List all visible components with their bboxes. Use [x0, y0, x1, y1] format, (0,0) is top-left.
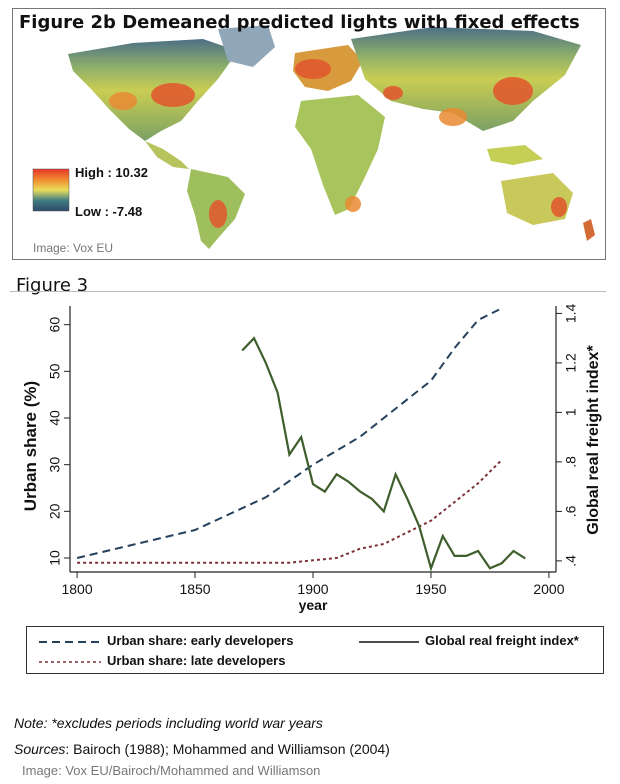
- world-map-image: [32, 25, 595, 249]
- left-axis-label: Urban share (%): [21, 381, 40, 511]
- y2-tick-label: 1: [563, 408, 579, 416]
- new-zealand-landmass: [583, 219, 595, 241]
- central-america-landmass: [145, 141, 189, 169]
- y-tick-label: 40: [47, 410, 63, 426]
- y-tick-label: 60: [47, 317, 63, 333]
- x-tick-label: 1950: [415, 581, 446, 597]
- north-america-landmass: [68, 39, 238, 141]
- series-line-freight-index: [241, 336, 526, 572]
- chart-legend: Urban share: early developers Global rea…: [26, 626, 604, 674]
- plot-frame: [69, 306, 557, 573]
- map-legend-high-label: High : 10.32: [75, 165, 148, 180]
- left-axis-ticks: 10 20 30 40 50 60: [47, 317, 70, 566]
- map-legend-colorbar: [32, 168, 70, 212]
- series-line-early-developers: [76, 307, 503, 559]
- legend-label-late-developers: Urban share: late developers: [107, 653, 286, 668]
- legend-item-freight-index: Global real freight index*: [359, 633, 579, 648]
- right-axis-label: Global real freight index*: [585, 345, 602, 535]
- x-tick-label: 2000: [533, 581, 564, 597]
- y2-tick-label: .6: [563, 505, 579, 517]
- legend-swatch-late-developers: [39, 660, 101, 663]
- high-value-hotspots: [109, 59, 567, 228]
- legend-label-early-developers: Urban share: early developers: [107, 633, 294, 648]
- x-axis-label: year: [299, 597, 328, 613]
- asia-landmass: [351, 27, 581, 131]
- figure3-note: Note: *excludes periods including world …: [14, 715, 323, 731]
- figure3-sources: Sources: Bairoch (1988); Mohammed and Wi…: [14, 741, 390, 757]
- map-panel: Figure 2b Demeaned predicted lights with…: [12, 8, 606, 260]
- figure3-title: Figure 3: [16, 275, 89, 296]
- series-line-late-developers: [77, 459, 503, 564]
- right-axis-ticks: .4 .6 .8 1 1.2 1.4: [556, 303, 579, 567]
- y-tick-label: 20: [47, 503, 63, 519]
- y-tick-label: 30: [47, 457, 63, 473]
- africa-landmass: [295, 95, 385, 215]
- legend-swatch-freight-index: [359, 640, 419, 643]
- map-figure-title: Figure 2b Demeaned predicted lights with…: [19, 12, 580, 33]
- figure3-divider: [10, 291, 606, 292]
- map-legend-low-label: Low : -7.48: [75, 204, 143, 219]
- series-layer: [76, 307, 526, 572]
- map-image-credit: Image: Vox EU: [33, 241, 114, 255]
- y2-tick-label: .4: [563, 555, 579, 567]
- y2-tick-label: 1.2: [563, 353, 579, 373]
- note-label: Note: [14, 715, 44, 731]
- y-tick-label: 10: [47, 550, 63, 566]
- sources-text: : Bairoch (1988); Mohammed and Williamso…: [65, 741, 390, 757]
- indonesia-landmass: [487, 145, 543, 165]
- sources-label: Sources: [14, 741, 66, 757]
- legend-item-late-developers: Urban share: late developers: [39, 653, 285, 668]
- y2-tick-label: 1.4: [563, 303, 579, 323]
- x-axis-ticks: 1800 1850 1900 1950 2000: [61, 572, 565, 597]
- note-text: : *excludes periods including world war …: [43, 715, 323, 731]
- x-tick-label: 1900: [297, 581, 328, 597]
- legend-swatch-early-developers: [39, 640, 101, 643]
- legend-item-early-developers: Urban share: early developers: [39, 633, 293, 648]
- y2-tick-label: .8: [563, 456, 579, 468]
- legend-label-freight-index: Global real freight index*: [425, 633, 579, 648]
- y-tick-label: 50: [47, 363, 63, 379]
- x-tick-label: 1850: [179, 581, 210, 597]
- greenland-landmass: [218, 25, 275, 67]
- figure3-image-credit: Image: Vox EU/Bairoch/Mohammed and Willi…: [22, 763, 321, 778]
- x-tick-label: 1800: [61, 581, 92, 597]
